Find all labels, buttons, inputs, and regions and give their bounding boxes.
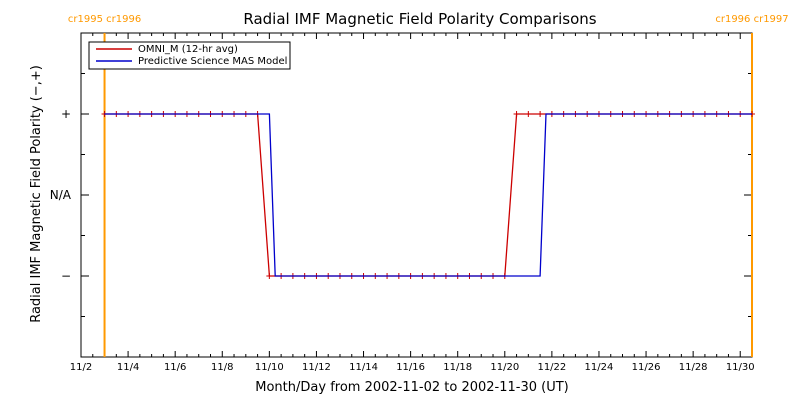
legend-box bbox=[88, 41, 291, 70]
y-tick-label: + bbox=[61, 107, 71, 121]
carrington-label: cr1995 cr1996 bbox=[68, 14, 141, 25]
x-tick-label: 11/4 bbox=[117, 362, 139, 373]
carrington-label: cr1996 cr1997 bbox=[715, 14, 788, 25]
x-tick-label: 11/24 bbox=[585, 362, 614, 373]
x-tick-label: 11/30 bbox=[726, 362, 755, 373]
x-tick-label: 11/6 bbox=[164, 362, 186, 373]
x-tick-label: 11/2 bbox=[70, 362, 92, 373]
y-axis-title: Radial IMF Magnetic Field Polarity (−,+) bbox=[29, 65, 44, 323]
data-point bbox=[525, 111, 532, 117]
data-point bbox=[537, 111, 544, 117]
plot-frame bbox=[80, 32, 753, 358]
x-tick-label: 11/22 bbox=[537, 362, 566, 373]
series-line-omni bbox=[104, 113, 752, 277]
x-tick-label: 11/28 bbox=[679, 362, 708, 373]
x-axis-title: Month/Day from 2002-11-02 to 2002-11-30 … bbox=[255, 380, 568, 395]
x-tick-label: 11/8 bbox=[211, 362, 233, 373]
y-axis: − N/A + bbox=[50, 73, 752, 317]
y-tick-label: − bbox=[61, 269, 71, 283]
legend: OMNI_M (12-hr avg) Predictive Science MA… bbox=[88, 41, 291, 70]
legend-label-omni: OMNI_M (12-hr avg) bbox=[138, 44, 238, 55]
x-tick-label: 11/26 bbox=[632, 362, 661, 373]
series-line-mas bbox=[104, 113, 752, 277]
series-layer bbox=[101, 111, 755, 279]
x-tick-label: 11/20 bbox=[490, 362, 519, 373]
x-tick-label: 11/12 bbox=[302, 362, 331, 373]
x-tick-label: 11/10 bbox=[255, 362, 284, 373]
x-tick-label: 11/16 bbox=[396, 362, 425, 373]
legend-label-mas: Predictive Science MAS Model bbox=[138, 56, 287, 67]
x-axis: 11/2 11/4 11/6 11/8 11/10 11/12 11/14 11/16 11/1… bbox=[70, 33, 755, 373]
x-tick-label: 11/14 bbox=[349, 362, 378, 373]
chart-title: Radial IMF Magnetic Field Polarity Compa… bbox=[243, 10, 596, 28]
carrington-markers: cr1995 cr1996 cr1996 cr1997 bbox=[68, 14, 789, 357]
plot-area bbox=[80, 32, 753, 358]
y-tick-label: N/A bbox=[50, 188, 72, 202]
data-point bbox=[513, 111, 520, 117]
data-point bbox=[266, 273, 273, 279]
x-tick-label: 11/18 bbox=[443, 362, 472, 373]
